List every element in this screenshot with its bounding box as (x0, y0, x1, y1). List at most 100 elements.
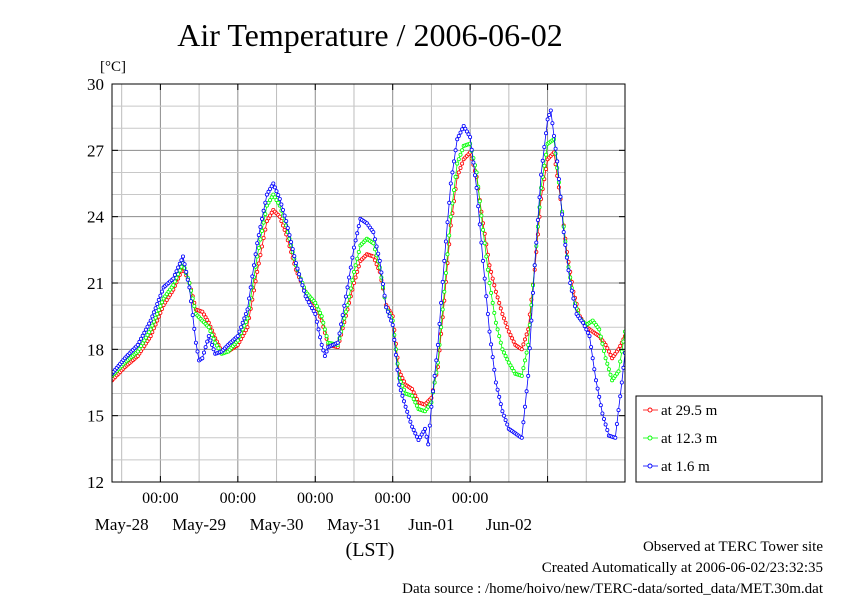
data-point (500, 311, 505, 316)
data-point (511, 339, 516, 344)
data-point (688, 301, 691, 304)
data-point (451, 188, 456, 193)
data-point (630, 293, 633, 296)
data-point (455, 137, 460, 142)
x-date-label: May-28 (95, 515, 149, 534)
data-point (506, 329, 511, 334)
data-point (179, 258, 184, 263)
data-point (393, 347, 398, 352)
legend-swatch-marker (647, 463, 653, 469)
data-point (371, 254, 376, 259)
data-point (335, 340, 340, 345)
data-point (561, 230, 566, 235)
data-point (677, 263, 680, 266)
data-point (147, 321, 152, 326)
data-point (256, 261, 261, 266)
data-point (263, 227, 268, 232)
data-point (641, 234, 644, 237)
data-point (443, 270, 448, 275)
data-point (301, 288, 306, 293)
data-point (376, 251, 381, 256)
x-date-label: May-30 (250, 515, 304, 534)
data-point (411, 427, 416, 432)
data-point (322, 353, 327, 358)
data-point (649, 242, 652, 245)
series-line (112, 151, 625, 406)
data-point (649, 215, 652, 218)
data-point (429, 404, 434, 409)
data-point (400, 383, 405, 388)
data-point (678, 266, 681, 269)
data-point (492, 367, 497, 372)
data-point (602, 416, 607, 421)
data-point (342, 303, 347, 308)
data-point (545, 117, 550, 122)
data-point (293, 261, 298, 266)
data-point (437, 321, 442, 326)
x-time-tick-label: 00:00 (452, 490, 488, 507)
data-point (602, 348, 607, 353)
data-point (188, 299, 193, 304)
data-point (150, 323, 155, 328)
data-point (613, 435, 618, 440)
data-point (392, 337, 397, 342)
data-point (263, 200, 268, 205)
data-point (258, 237, 263, 242)
data-point (657, 210, 660, 213)
data-point (422, 426, 427, 431)
data-point (353, 263, 358, 268)
data-point (664, 238, 667, 241)
data-point (414, 403, 419, 408)
data-point (460, 161, 465, 166)
data-point (295, 266, 300, 271)
data-point (521, 366, 526, 371)
data-point (209, 332, 214, 337)
data-point (667, 234, 670, 237)
data-point (635, 267, 638, 270)
data-point (211, 336, 216, 341)
data-point (672, 244, 675, 247)
data-point (245, 316, 250, 321)
data-point (406, 414, 411, 419)
data-point (618, 359, 623, 364)
data-point (159, 300, 164, 305)
data-point (235, 334, 240, 339)
data-point (476, 204, 481, 209)
data-point (245, 325, 250, 330)
data-point (675, 259, 678, 262)
data-point (628, 301, 631, 304)
data-point (654, 212, 657, 215)
data-point (497, 394, 502, 399)
y-tick-label: 12 (87, 473, 104, 492)
data-point (303, 294, 308, 299)
data-point (374, 262, 379, 267)
data-point (158, 293, 163, 298)
data-point (644, 226, 647, 229)
data-point (685, 287, 688, 290)
data-point (492, 283, 497, 288)
data-point (351, 245, 356, 250)
data-point (390, 322, 395, 327)
data-point (458, 165, 463, 170)
data-point (253, 252, 258, 257)
data-point (649, 230, 652, 233)
data-point (379, 270, 384, 275)
series-line (112, 138, 625, 412)
data-point (268, 198, 273, 203)
data-point (563, 242, 568, 247)
data-point (350, 255, 355, 260)
data-point (472, 173, 477, 178)
data-point (635, 282, 638, 285)
data-point (501, 350, 506, 355)
data-point (600, 341, 605, 346)
data-point (414, 397, 419, 402)
data-point (694, 298, 697, 301)
observed-site-note: Observed at TERC Tower site (643, 539, 823, 555)
data-point (471, 160, 476, 165)
data-point (453, 174, 458, 179)
data-point (153, 322, 158, 327)
data-point (201, 350, 206, 355)
data-point (489, 269, 494, 274)
data-point (699, 333, 702, 336)
data-point (192, 304, 197, 309)
